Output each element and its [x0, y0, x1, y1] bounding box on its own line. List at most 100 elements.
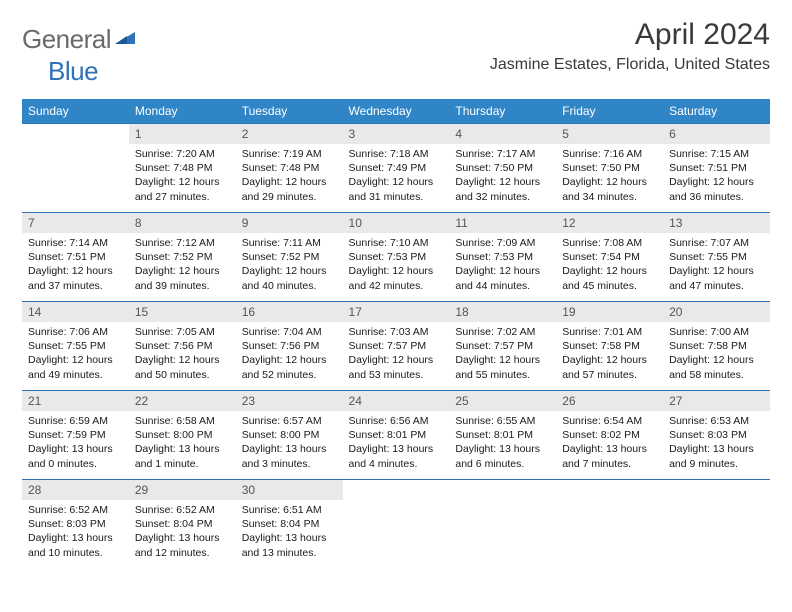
day-number: 1	[129, 124, 236, 144]
weekday-header: Thursday	[449, 99, 556, 124]
daylight-text: Daylight: 12 hours and 27 minutes.	[135, 175, 230, 203]
sunset-text: Sunset: 8:01 PM	[455, 428, 550, 442]
daylight-text: Daylight: 13 hours and 13 minutes.	[242, 531, 337, 559]
day-number-cell: 8	[129, 213, 236, 234]
day-number: 7	[22, 213, 129, 233]
day-number-cell: 1	[129, 124, 236, 145]
day-number-cell: 10	[343, 213, 450, 234]
day-content-cell: Sunrise: 7:00 AMSunset: 7:58 PMDaylight:…	[663, 322, 770, 391]
day-number: 19	[556, 302, 663, 322]
day-content: Sunrise: 7:10 AMSunset: 7:53 PMDaylight:…	[343, 233, 450, 301]
sunrise-text: Sunrise: 7:03 AM	[349, 325, 444, 339]
day-content-cell	[449, 500, 556, 568]
sunset-text: Sunset: 7:48 PM	[135, 161, 230, 175]
day-number: 4	[449, 124, 556, 144]
day-content	[556, 500, 663, 568]
daylight-text: Daylight: 12 hours and 36 minutes.	[669, 175, 764, 203]
daylight-text: Daylight: 12 hours and 57 minutes.	[562, 353, 657, 381]
day-number: 24	[343, 391, 450, 411]
day-number-cell: 17	[343, 302, 450, 323]
day-number: 25	[449, 391, 556, 411]
day-content-cell: Sunrise: 7:10 AMSunset: 7:53 PMDaylight:…	[343, 233, 450, 302]
daylight-text: Daylight: 13 hours and 9 minutes.	[669, 442, 764, 470]
sunrise-text: Sunrise: 7:10 AM	[349, 236, 444, 250]
day-content	[663, 500, 770, 568]
day-number: 3	[343, 124, 450, 144]
sunset-text: Sunset: 7:56 PM	[135, 339, 230, 353]
daylight-text: Daylight: 12 hours and 53 minutes.	[349, 353, 444, 381]
day-number-cell: 21	[22, 391, 129, 412]
sunset-text: Sunset: 8:04 PM	[242, 517, 337, 531]
day-number: 30	[236, 480, 343, 500]
day-content: Sunrise: 7:00 AMSunset: 7:58 PMDaylight:…	[663, 322, 770, 390]
sunset-text: Sunset: 7:50 PM	[562, 161, 657, 175]
daylight-text: Daylight: 12 hours and 58 minutes.	[669, 353, 764, 381]
daylight-text: Daylight: 13 hours and 0 minutes.	[28, 442, 123, 470]
day-number-cell: 23	[236, 391, 343, 412]
day-number-cell	[449, 480, 556, 501]
sunset-text: Sunset: 8:03 PM	[669, 428, 764, 442]
daylight-text: Daylight: 12 hours and 42 minutes.	[349, 264, 444, 292]
day-content-cell: Sunrise: 7:06 AMSunset: 7:55 PMDaylight:…	[22, 322, 129, 391]
day-content-cell: Sunrise: 6:56 AMSunset: 8:01 PMDaylight:…	[343, 411, 450, 480]
daylight-text: Daylight: 12 hours and 52 minutes.	[242, 353, 337, 381]
day-content	[449, 500, 556, 568]
day-content-cell: Sunrise: 7:20 AMSunset: 7:48 PMDaylight:…	[129, 144, 236, 213]
day-number: 14	[22, 302, 129, 322]
weekday-header: Sunday	[22, 99, 129, 124]
sunrise-text: Sunrise: 6:52 AM	[135, 503, 230, 517]
day-content: Sunrise: 7:07 AMSunset: 7:55 PMDaylight:…	[663, 233, 770, 301]
sunset-text: Sunset: 7:59 PM	[28, 428, 123, 442]
day-content: Sunrise: 6:57 AMSunset: 8:00 PMDaylight:…	[236, 411, 343, 479]
logo-text-2: Blue	[48, 56, 98, 86]
sunrise-text: Sunrise: 6:53 AM	[669, 414, 764, 428]
calendar-week-contentrow: Sunrise: 6:52 AMSunset: 8:03 PMDaylight:…	[22, 500, 770, 568]
weekday-header: Saturday	[663, 99, 770, 124]
day-content	[343, 500, 450, 568]
sunset-text: Sunset: 7:57 PM	[455, 339, 550, 353]
day-content-cell: Sunrise: 7:14 AMSunset: 7:51 PMDaylight:…	[22, 233, 129, 302]
daylight-text: Daylight: 12 hours and 44 minutes.	[455, 264, 550, 292]
day-content-cell: Sunrise: 6:57 AMSunset: 8:00 PMDaylight:…	[236, 411, 343, 480]
day-number-cell: 16	[236, 302, 343, 323]
day-content: Sunrise: 7:02 AMSunset: 7:57 PMDaylight:…	[449, 322, 556, 390]
day-content: Sunrise: 7:16 AMSunset: 7:50 PMDaylight:…	[556, 144, 663, 212]
sunrise-text: Sunrise: 7:16 AM	[562, 147, 657, 161]
sunset-text: Sunset: 7:49 PM	[349, 161, 444, 175]
sunrise-text: Sunrise: 6:59 AM	[28, 414, 123, 428]
sunset-text: Sunset: 7:55 PM	[669, 250, 764, 264]
day-content-cell: Sunrise: 7:16 AMSunset: 7:50 PMDaylight:…	[556, 144, 663, 213]
day-number-cell: 18	[449, 302, 556, 323]
day-number	[449, 480, 556, 500]
sunset-text: Sunset: 8:00 PM	[135, 428, 230, 442]
day-content: Sunrise: 7:03 AMSunset: 7:57 PMDaylight:…	[343, 322, 450, 390]
day-content-cell: Sunrise: 7:02 AMSunset: 7:57 PMDaylight:…	[449, 322, 556, 391]
day-number-cell: 25	[449, 391, 556, 412]
daylight-text: Daylight: 12 hours and 31 minutes.	[349, 175, 444, 203]
sunrise-text: Sunrise: 7:19 AM	[242, 147, 337, 161]
day-content: Sunrise: 6:59 AMSunset: 7:59 PMDaylight:…	[22, 411, 129, 479]
sunset-text: Sunset: 8:00 PM	[242, 428, 337, 442]
day-content-cell: Sunrise: 7:19 AMSunset: 7:48 PMDaylight:…	[236, 144, 343, 213]
day-content-cell: Sunrise: 7:07 AMSunset: 7:55 PMDaylight:…	[663, 233, 770, 302]
day-content-cell: Sunrise: 7:11 AMSunset: 7:52 PMDaylight:…	[236, 233, 343, 302]
day-number: 11	[449, 213, 556, 233]
sunrise-text: Sunrise: 7:05 AM	[135, 325, 230, 339]
sunset-text: Sunset: 7:51 PM	[28, 250, 123, 264]
day-number: 16	[236, 302, 343, 322]
day-content: Sunrise: 7:12 AMSunset: 7:52 PMDaylight:…	[129, 233, 236, 301]
sunset-text: Sunset: 7:50 PM	[455, 161, 550, 175]
day-content: Sunrise: 6:55 AMSunset: 8:01 PMDaylight:…	[449, 411, 556, 479]
day-content: Sunrise: 7:14 AMSunset: 7:51 PMDaylight:…	[22, 233, 129, 301]
day-content-cell: Sunrise: 7:09 AMSunset: 7:53 PMDaylight:…	[449, 233, 556, 302]
daylight-text: Daylight: 12 hours and 39 minutes.	[135, 264, 230, 292]
daylight-text: Daylight: 13 hours and 3 minutes.	[242, 442, 337, 470]
day-number-cell: 9	[236, 213, 343, 234]
calendar-week-numrow: 21222324252627	[22, 391, 770, 412]
sunrise-text: Sunrise: 7:04 AM	[242, 325, 337, 339]
day-content: Sunrise: 7:09 AMSunset: 7:53 PMDaylight:…	[449, 233, 556, 301]
day-content: Sunrise: 7:11 AMSunset: 7:52 PMDaylight:…	[236, 233, 343, 301]
day-content: Sunrise: 7:15 AMSunset: 7:51 PMDaylight:…	[663, 144, 770, 212]
day-number: 29	[129, 480, 236, 500]
calendar-week-numrow: 123456	[22, 124, 770, 145]
